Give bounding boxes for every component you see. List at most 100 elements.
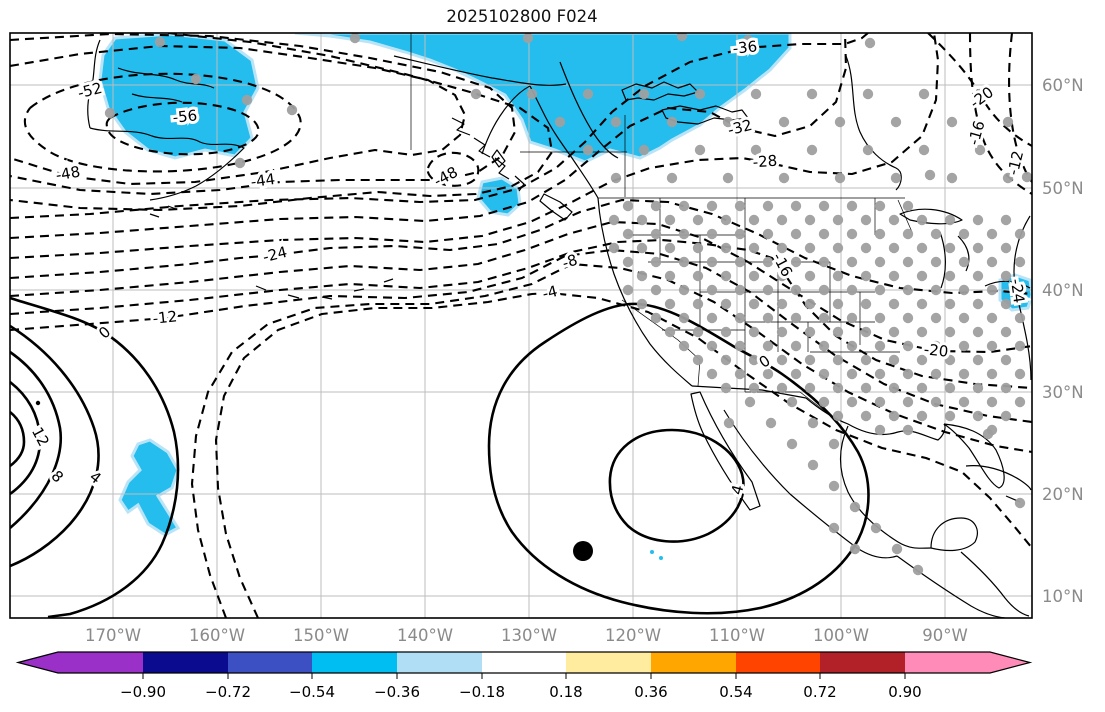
station-dot [1014, 368, 1026, 380]
coastline [960, 551, 1030, 617]
station-dot [190, 73, 202, 85]
station-dot [972, 270, 984, 282]
coastline [896, 555, 1006, 618]
station-dot [666, 116, 678, 128]
station-dot [860, 354, 872, 366]
station-dot [734, 340, 746, 352]
station-dot [720, 326, 732, 338]
longitude-tick-label: 110°W [709, 626, 765, 645]
contour-label: -12 [1004, 149, 1027, 177]
station-dot [694, 144, 706, 156]
station-dot [874, 200, 886, 212]
coastline [494, 157, 510, 180]
station-dot [734, 200, 746, 212]
station-dot [946, 172, 958, 184]
station-dot [846, 368, 858, 380]
station-dot [154, 36, 166, 48]
station-dot [650, 256, 662, 268]
station-dot [1014, 340, 1026, 352]
contour-line-dashed [426, 151, 480, 187]
contour-line-solid [10, 380, 42, 496]
station-dot [807, 417, 819, 429]
maximum-marker-dot [35, 400, 41, 406]
colorbar-segment [736, 652, 820, 673]
station-dot [891, 543, 903, 555]
station-dot [664, 326, 676, 338]
station-dot [776, 298, 788, 310]
station-dot [664, 270, 676, 282]
station-dot [1014, 396, 1026, 408]
station-dot [986, 368, 998, 380]
station-dot [860, 270, 872, 282]
station-dot [765, 417, 777, 429]
contour-label: -28 [752, 152, 778, 172]
contour-label: -4 [540, 282, 559, 303]
station-dot [622, 200, 634, 212]
contour-label: 8 [48, 467, 67, 486]
latitude-tick-label: 20°N [1042, 485, 1084, 504]
station-dot [692, 354, 704, 366]
station-dot [608, 242, 620, 254]
station-dot [1002, 172, 1014, 184]
station-dot [692, 214, 704, 226]
station-dot [986, 284, 998, 296]
station-dot [902, 256, 914, 268]
station-dot [722, 172, 734, 184]
station-dot [916, 270, 928, 282]
station-dot [944, 410, 956, 422]
station-dot [786, 438, 798, 450]
station-dot [864, 37, 876, 49]
station-dot [706, 256, 718, 268]
station-dot [1000, 214, 1012, 226]
station-dot [818, 368, 830, 380]
coastline [957, 235, 970, 272]
coastline [559, 61, 619, 159]
station-dot [890, 116, 902, 128]
coastline [845, 55, 902, 191]
longitude-tick-label: 140°W [397, 626, 453, 645]
station-dot [706, 228, 718, 240]
coastline [287, 294, 300, 299]
station-dot [692, 298, 704, 310]
station-dot [982, 428, 994, 440]
contour-label: -44 [250, 170, 277, 191]
coastline [89, 127, 245, 201]
station-dot [818, 228, 830, 240]
station-dot [874, 256, 886, 268]
contour-line-dashed [10, 44, 467, 186]
contour-line-dashed [105, 101, 260, 156]
station-dot [650, 312, 662, 324]
contour-line-solid [10, 296, 180, 618]
station-dot [874, 312, 886, 324]
colorbar-tick-label: −0.18 [459, 683, 505, 701]
station-dot [974, 88, 986, 100]
contour-line-dashed [10, 198, 1032, 296]
longitude-tick-label: 170°W [85, 626, 141, 645]
station-dot [762, 200, 774, 212]
contour-label: -16 [769, 250, 796, 280]
station-dot [832, 242, 844, 254]
station-dot [846, 312, 858, 324]
coastline [943, 423, 1005, 489]
station-dot [706, 200, 718, 212]
station-dot [818, 396, 830, 408]
station-dot [706, 312, 718, 324]
station-dot [706, 340, 718, 352]
colorbar-left-arrow [18, 652, 58, 673]
station-dot [902, 424, 914, 436]
colorbar-segment [397, 652, 482, 673]
colorbar-tick-label: −0.72 [205, 683, 251, 701]
station-dot [678, 340, 690, 352]
coastline [723, 409, 898, 559]
longitude-tick-label: 160°W [189, 626, 245, 645]
shaded-anomaly-region [294, 33, 792, 164]
station-dot [650, 284, 662, 296]
station-dot [828, 522, 840, 534]
station-dot [806, 88, 818, 100]
station-dot [750, 88, 762, 100]
station-dot [776, 382, 788, 394]
station-dot [888, 242, 900, 254]
station-dot [828, 438, 840, 450]
station-dot [748, 242, 760, 254]
